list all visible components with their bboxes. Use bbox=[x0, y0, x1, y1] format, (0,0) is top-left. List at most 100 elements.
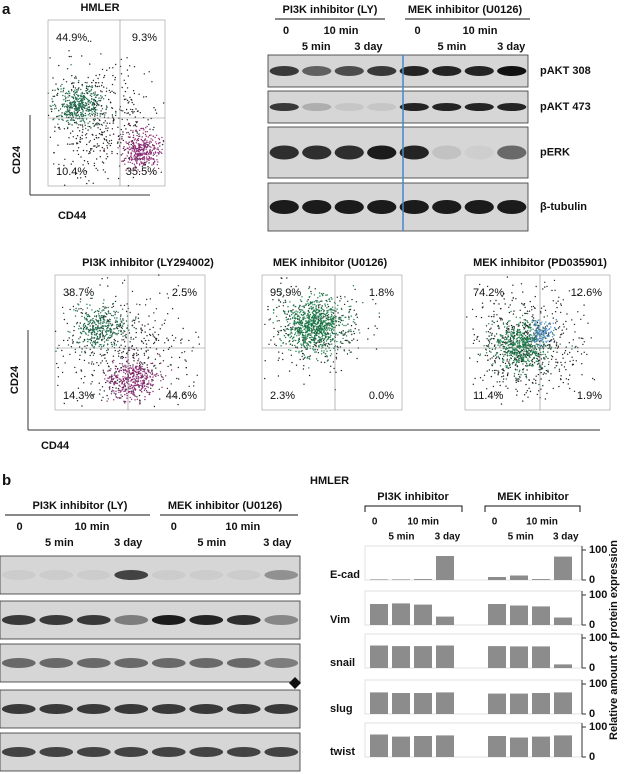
dot bbox=[91, 99, 92, 100]
dot bbox=[302, 310, 303, 311]
dot bbox=[69, 337, 70, 338]
dot bbox=[592, 378, 593, 379]
dot bbox=[125, 334, 126, 335]
dot bbox=[303, 359, 304, 360]
dot bbox=[158, 334, 159, 335]
dot bbox=[127, 119, 128, 120]
dot bbox=[376, 348, 377, 349]
dot bbox=[509, 359, 510, 360]
dot bbox=[130, 388, 131, 389]
dot bbox=[490, 352, 491, 353]
dot bbox=[85, 313, 86, 314]
dot bbox=[63, 99, 64, 100]
dot bbox=[308, 318, 309, 319]
dot bbox=[48, 115, 49, 116]
dot bbox=[156, 373, 157, 374]
dot bbox=[522, 356, 523, 357]
dot bbox=[314, 344, 315, 345]
dot bbox=[528, 332, 529, 333]
dot bbox=[84, 108, 85, 109]
dot bbox=[510, 367, 511, 368]
dot bbox=[146, 161, 147, 162]
dot bbox=[113, 332, 114, 333]
dot bbox=[532, 382, 533, 383]
dot bbox=[197, 375, 198, 376]
dot bbox=[158, 143, 159, 144]
axis-label: CD24 bbox=[9, 365, 21, 394]
dot bbox=[552, 336, 553, 337]
dot bbox=[325, 356, 326, 357]
dot bbox=[518, 346, 519, 347]
dot bbox=[524, 374, 525, 375]
dot bbox=[86, 150, 87, 151]
dot bbox=[312, 308, 313, 309]
dot bbox=[171, 357, 172, 358]
dot bbox=[73, 330, 74, 331]
dot bbox=[309, 321, 310, 322]
dot bbox=[123, 351, 124, 352]
dot bbox=[106, 145, 107, 146]
dot bbox=[75, 92, 76, 93]
dot bbox=[83, 104, 84, 105]
dot bbox=[514, 326, 515, 327]
dot bbox=[543, 306, 544, 307]
dot bbox=[152, 380, 153, 381]
dot bbox=[71, 75, 72, 76]
dot bbox=[134, 387, 135, 388]
dot bbox=[132, 387, 133, 388]
dot bbox=[512, 336, 513, 337]
dot bbox=[70, 106, 71, 107]
dot bbox=[78, 304, 79, 305]
dot bbox=[481, 317, 482, 318]
dot bbox=[108, 307, 109, 308]
dot bbox=[547, 330, 548, 331]
dot bbox=[122, 318, 123, 319]
band bbox=[367, 66, 396, 76]
dot bbox=[500, 354, 501, 355]
dot bbox=[533, 332, 534, 333]
dot bbox=[566, 378, 567, 379]
dot bbox=[100, 323, 101, 324]
dot bbox=[95, 135, 96, 136]
dot bbox=[67, 127, 68, 128]
dot bbox=[149, 146, 150, 147]
dot bbox=[118, 385, 119, 386]
dot bbox=[522, 335, 523, 336]
dot bbox=[314, 325, 315, 326]
dot bbox=[97, 127, 98, 128]
dot bbox=[300, 299, 301, 300]
dot bbox=[69, 56, 70, 57]
dot bbox=[553, 300, 554, 301]
dot bbox=[129, 123, 130, 124]
dot bbox=[556, 303, 557, 304]
dot bbox=[144, 355, 145, 356]
dot bbox=[328, 319, 329, 320]
dot bbox=[531, 344, 532, 345]
dot bbox=[555, 322, 556, 323]
dot bbox=[131, 160, 132, 161]
dot bbox=[106, 360, 107, 361]
dot bbox=[331, 330, 332, 331]
dot bbox=[304, 346, 305, 347]
dot bbox=[56, 363, 57, 364]
dot bbox=[78, 124, 79, 125]
dot bbox=[124, 80, 125, 81]
dot bbox=[503, 378, 504, 379]
dot bbox=[150, 151, 151, 152]
dot bbox=[133, 151, 134, 152]
dot bbox=[128, 370, 129, 371]
dot bbox=[91, 114, 92, 115]
dot bbox=[116, 333, 117, 334]
dot bbox=[104, 341, 105, 342]
dot bbox=[181, 338, 182, 339]
dot bbox=[292, 317, 293, 318]
dot bbox=[157, 147, 158, 148]
dot bbox=[100, 95, 101, 96]
dot bbox=[106, 88, 107, 89]
dot bbox=[89, 102, 90, 103]
dot bbox=[147, 324, 148, 325]
dot bbox=[336, 308, 337, 309]
dot bbox=[91, 309, 92, 310]
dot bbox=[66, 116, 67, 117]
dot bbox=[138, 321, 139, 322]
